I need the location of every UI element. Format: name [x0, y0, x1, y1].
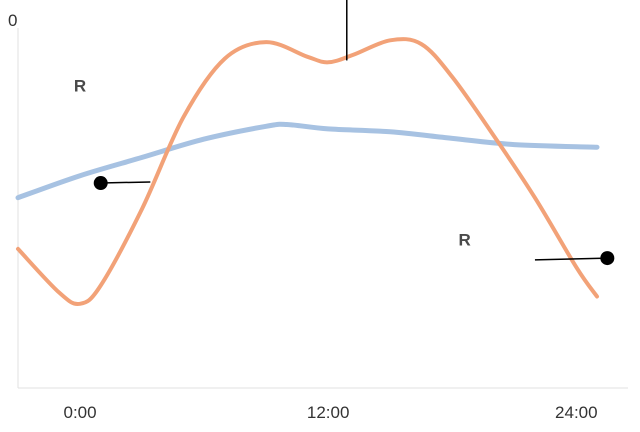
marker-dot-2 [600, 251, 615, 266]
series-layer [15, 37, 600, 307]
marker-leader-2 [534, 257, 608, 261]
marker-leader-1 [100, 181, 151, 184]
axes: 0 0:00 12:00 24:00 [8, 11, 628, 422]
x-tick-label: 12:00 [307, 403, 350, 422]
marker-dot-1 [93, 176, 108, 191]
annotation-label-1: R [74, 77, 86, 96]
series-line-0 [16, 37, 599, 307]
annotation-label-2: R [459, 230, 471, 249]
x-tick-label: 24:00 [555, 403, 598, 422]
label-layer: aRR [74, 77, 471, 250]
x-tick-label: 0:00 [63, 403, 96, 422]
series-line-1 [15, 121, 600, 201]
marker-layer [93, 0, 615, 266]
y-tick-label: 0 [8, 11, 17, 30]
